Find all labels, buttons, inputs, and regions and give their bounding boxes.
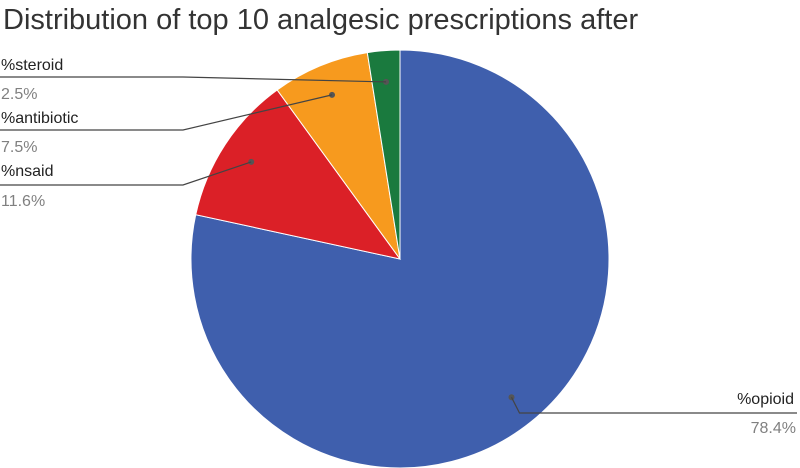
slice-value-opioid: 78.4% bbox=[751, 420, 796, 437]
slice-labels: %opioid 78.4% %nsaid 11.6% %antibiotic 7.5% %s… bbox=[0, 57, 797, 437]
slice-label-opioid: %opioid bbox=[737, 391, 794, 408]
slice-value-steroid: 2.5% bbox=[1, 86, 37, 103]
slice-label-antibiotic: %antibiotic bbox=[1, 110, 78, 127]
pie-slice-antibiotic bbox=[276, 52, 401, 260]
slice-value-antibiotic: 7.5% bbox=[1, 139, 37, 156]
leader-line-opioid bbox=[510, 397, 797, 414]
leader-line-steroid bbox=[0, 76, 387, 83]
slice-label-nsaid: %nsaid bbox=[1, 163, 53, 180]
chart-title: Distribution of top 10 analgesic prescri… bbox=[3, 4, 638, 36]
leader-line-antibiotic bbox=[0, 94, 333, 131]
pie-slice-nsaid bbox=[195, 89, 402, 260]
pie-slices bbox=[190, 49, 610, 468]
pie-slice-opioid bbox=[190, 49, 610, 468]
leader-line-nsaid bbox=[0, 161, 252, 186]
slice-label-steroid: %steroid bbox=[1, 57, 63, 74]
pie-slice-steroid bbox=[366, 49, 401, 260]
slice-value-nsaid: 11.6% bbox=[1, 193, 45, 210]
